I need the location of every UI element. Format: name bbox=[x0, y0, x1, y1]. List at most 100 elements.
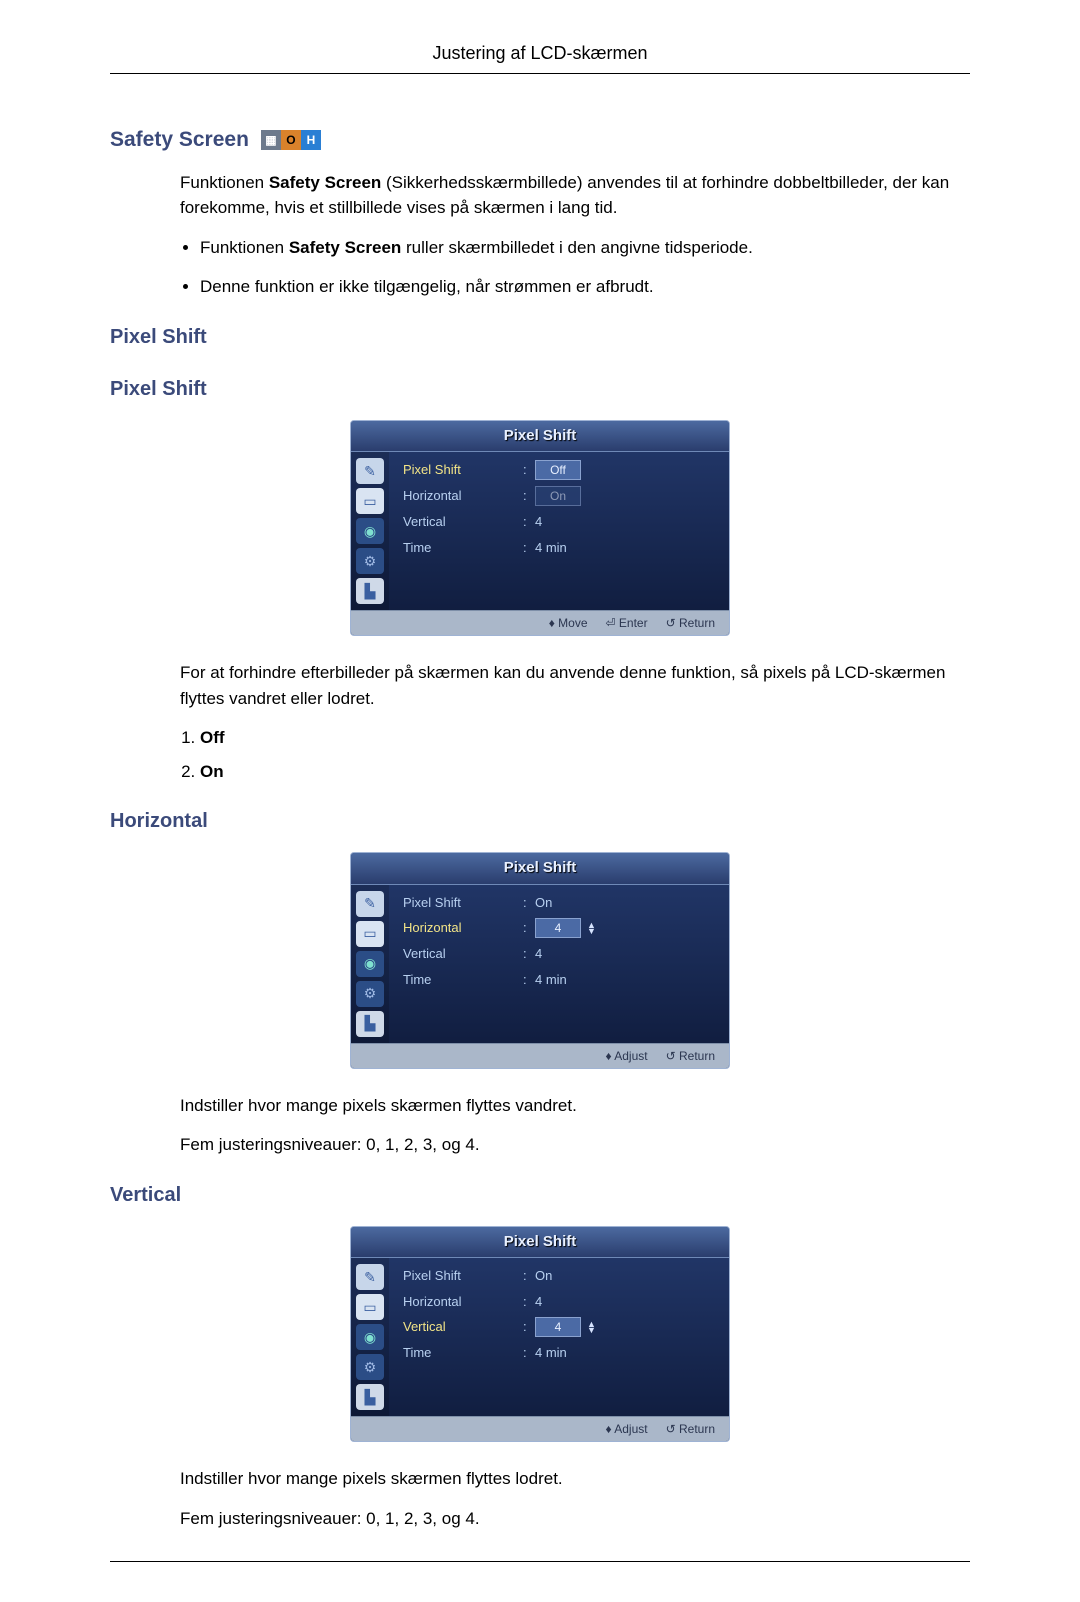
footer-rule bbox=[110, 1561, 970, 1562]
osd-title: Pixel Shift bbox=[351, 853, 729, 885]
osd-value-text: 4 min bbox=[535, 970, 567, 990]
list-item: On bbox=[200, 759, 970, 785]
osd-value-text: 4 bbox=[535, 1292, 542, 1312]
osd-footer-hint: ⏎ Enter bbox=[606, 614, 648, 632]
osd-row: Horizontal:4 bbox=[403, 1292, 719, 1312]
osd-row-colon: : bbox=[523, 944, 535, 964]
osd-arrows-icon: ▲▼ bbox=[587, 1321, 596, 1333]
osd-row-label: Pixel Shift bbox=[403, 893, 523, 913]
osd-row-label: Time bbox=[403, 1343, 523, 1363]
badge-square-2: H bbox=[301, 130, 321, 150]
osd-row-label: Pixel Shift bbox=[403, 1266, 523, 1286]
osd-title: Pixel Shift bbox=[351, 1227, 729, 1259]
osd-row: Time:4 min bbox=[403, 970, 719, 990]
osd-row: Horizontal:4▲▼ bbox=[403, 918, 719, 938]
osd-row-value: 4 bbox=[535, 512, 719, 532]
option-on: On bbox=[200, 762, 224, 781]
osd-icon-4: ▙ bbox=[356, 1384, 384, 1410]
osd-row-colon: : bbox=[523, 1292, 535, 1312]
osd-row-label: Vertical bbox=[403, 1317, 523, 1337]
osd-row-colon: : bbox=[523, 1317, 535, 1337]
osd-footer: ♦ Adjust↺ Return bbox=[351, 1416, 729, 1441]
osd-icon-4: ▙ bbox=[356, 578, 384, 604]
safety-screen-intro: Funktionen Safety Screen (Sikkerhedsskær… bbox=[180, 170, 970, 221]
source-badge: ▦ O H bbox=[261, 130, 321, 150]
osd-footer-hint: ↺ Return bbox=[666, 614, 715, 632]
heading-pixel-shift-1: Pixel Shift bbox=[110, 322, 970, 352]
osd-footer-hint: ↺ Return bbox=[666, 1047, 715, 1065]
osd-row-colon: : bbox=[523, 970, 535, 990]
osd-row-value: On bbox=[535, 1266, 719, 1286]
heading-vertical: Vertical bbox=[110, 1180, 970, 1210]
osd-row-colon: : bbox=[523, 1343, 535, 1363]
osd-icon-3: ⚙ bbox=[356, 1354, 384, 1380]
horizontal-p1: Indstiller hvor mange pixels skærmen fly… bbox=[180, 1093, 970, 1119]
osd-panel: Pixel Shift✎▭◉⚙▙Pixel Shift:OnHorizontal… bbox=[350, 852, 730, 1069]
osd-row-value: 4 min bbox=[535, 538, 719, 558]
text: Funktionen bbox=[180, 173, 269, 192]
osd-row: Vertical:4 ▲▼ bbox=[403, 1317, 719, 1337]
osd-row-label: Time bbox=[403, 970, 523, 990]
osd-icon-1: ▭ bbox=[356, 488, 384, 514]
osd-footer-hint: ♦ Adjust bbox=[605, 1047, 647, 1065]
osd-row-value: 4 bbox=[535, 1292, 719, 1312]
osd-footer-hint: ♦ Adjust bbox=[605, 1420, 647, 1438]
text: Denne funktion er ikke tilgængelig, når … bbox=[200, 277, 654, 296]
osd-row-label: Vertical bbox=[403, 944, 523, 964]
osd-row-colon: : bbox=[523, 460, 535, 480]
osd-value-text: On bbox=[535, 1266, 552, 1286]
text-strong: Safety Screen bbox=[269, 173, 381, 192]
osd-icon-3: ⚙ bbox=[356, 548, 384, 574]
pixel-shift-options: Off On bbox=[200, 725, 970, 784]
osd-value-box: 4 bbox=[535, 1317, 581, 1337]
osd-value-text: On bbox=[535, 893, 552, 913]
osd-row-label: Vertical bbox=[403, 512, 523, 532]
osd-row-value: 4 min bbox=[535, 1343, 719, 1363]
heading-safety-screen-text: Safety Screen bbox=[110, 124, 249, 156]
osd-value-text: 4 bbox=[535, 512, 542, 532]
osd-row-value: 4 min bbox=[535, 970, 719, 990]
option-off: Off bbox=[200, 728, 225, 747]
osd-value-box: On bbox=[535, 486, 581, 506]
osd-row-colon: : bbox=[523, 538, 535, 558]
osd-row-value: 4 ▲▼ bbox=[535, 1317, 719, 1337]
osd-row-value: On bbox=[535, 893, 719, 913]
osd-row: Vertical:4 bbox=[403, 944, 719, 964]
list-item: Off bbox=[200, 725, 970, 751]
osd-row-label: Horizontal bbox=[403, 918, 523, 938]
osd-value-box: 4 bbox=[535, 918, 581, 938]
page-header: Justering af LCD-skærmen bbox=[110, 40, 970, 74]
osd-row: Horizontal:On bbox=[403, 486, 719, 506]
osd-icon-2: ◉ bbox=[356, 518, 384, 544]
osd-rows: Pixel Shift:OnHorizontal:4▲▼Vertical:4Ti… bbox=[389, 885, 729, 1043]
osd-body: ✎▭◉⚙▙Pixel Shift:OnHorizontal:4▲▼Vertica… bbox=[351, 885, 729, 1043]
osd-row: Pixel Shift:On bbox=[403, 1266, 719, 1286]
vertical-p1: Indstiller hvor mange pixels skærmen fly… bbox=[180, 1466, 970, 1492]
osd-row-colon: : bbox=[523, 512, 535, 532]
osd-value-text: 4 min bbox=[535, 1343, 567, 1363]
osd-row-label: Horizontal bbox=[403, 486, 523, 506]
osd-icon-0: ✎ bbox=[356, 458, 384, 484]
osd-rows: Pixel Shift:OnHorizontal:4Vertical:4▲▼Ti… bbox=[389, 1258, 729, 1416]
osd-sidebar-icons: ✎▭◉⚙▙ bbox=[351, 885, 389, 1043]
osd-row-label: Time bbox=[403, 538, 523, 558]
osd-sidebar-icons: ✎▭◉⚙▙ bbox=[351, 1258, 389, 1416]
osd-rows: Pixel Shift:OffHorizontal:OnVertical:4Ti… bbox=[389, 452, 729, 610]
osd-row-colon: : bbox=[523, 893, 535, 913]
osd-sidebar-icons: ✎ ▭ ◉ ⚙ ▙ bbox=[351, 452, 389, 610]
osd-row: Pixel Shift:On bbox=[403, 893, 719, 913]
osd-row-label: Pixel Shift bbox=[403, 460, 523, 480]
osd-row-value: 4▲▼ bbox=[535, 918, 719, 938]
osd-pixel-shift: Pixel Shift✎▭◉⚙▙Pixel Shift:OffHorizonta… bbox=[350, 420, 730, 637]
osd-row-colon: : bbox=[523, 918, 535, 938]
text-strong: Safety Screen bbox=[289, 238, 401, 257]
osd-panel: Pixel Shift✎▭◉⚙▙Pixel Shift:OffHorizonta… bbox=[350, 420, 730, 637]
badge-square-1: O bbox=[281, 130, 301, 150]
osd-value-text: 4 bbox=[535, 944, 542, 964]
osd-row: Time:4 min bbox=[403, 538, 719, 558]
osd-row-value: On bbox=[535, 486, 719, 506]
text: Funktionen bbox=[200, 238, 289, 257]
osd-icon-3: ⚙ bbox=[356, 981, 384, 1007]
osd-icon-1: ▭ bbox=[356, 1294, 384, 1320]
osd-row: Vertical:4 bbox=[403, 512, 719, 532]
